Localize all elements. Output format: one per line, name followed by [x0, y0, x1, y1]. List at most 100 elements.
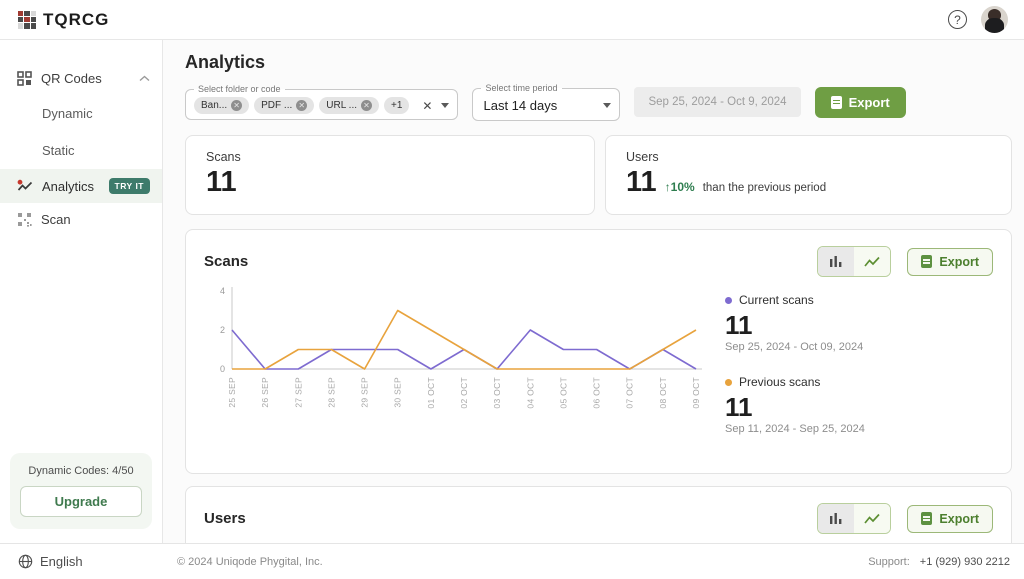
document-icon [830, 95, 842, 109]
svg-text:05 OCT: 05 OCT [558, 377, 568, 409]
chevron-up-icon[interactable] [139, 75, 150, 82]
users-chart-title: Users [204, 510, 246, 527]
scans-chart-title: Scans [204, 253, 249, 270]
sidebar-item-label: QR Codes [41, 71, 102, 86]
chip-remove-icon[interactable]: ✕ [231, 100, 243, 111]
legend-dot [725, 378, 732, 386]
scans-chart-legend: Current scans 11 Sep 25, 2024 - Oct 09, … [725, 283, 993, 457]
legend-dot [725, 296, 732, 304]
sidebar-item-qr-codes[interactable]: QR Codes [0, 62, 162, 95]
svg-text:08 OCT: 08 OCT [658, 377, 668, 409]
dynamic-codes-quota: Dynamic Codes: 4/50 [28, 465, 134, 477]
users-summary-label: Users [626, 150, 659, 164]
chip-remove-icon[interactable]: ✕ [296, 100, 308, 111]
support-info: Support: +1 (929) 930 2212 [868, 556, 1024, 568]
users-chart-card: Users Export [185, 486, 1012, 543]
main-content: Analytics Select folder or code Ban... ✕ … [163, 40, 1024, 543]
previous-scans-value: 11 [725, 392, 753, 422]
svg-text:06 OCT: 06 OCT [592, 377, 602, 409]
users-summary-card: Users 11 ↑10% than the previous period [605, 135, 1012, 215]
svg-text:4: 4 [220, 286, 225, 296]
line-chart-icon [864, 256, 881, 267]
scans-export-button[interactable]: Export [907, 247, 993, 276]
date-range-button[interactable]: Sep 25, 2024 - Oct 9, 2024 [634, 87, 801, 117]
scans-summary-card: Scans 11 [185, 135, 595, 215]
try-it-badge: TRY IT [108, 178, 150, 194]
svg-text:01 OCT: 01 OCT [426, 377, 436, 409]
svg-text:02 OCT: 02 OCT [459, 377, 469, 409]
scans-summary-label: Scans [206, 150, 241, 164]
users-summary-value: 11 [626, 166, 657, 198]
export-button[interactable]: Export [814, 86, 906, 118]
time-period-filter[interactable]: Select time period Last 14 days [472, 83, 621, 121]
page-title: Analytics [185, 52, 266, 72]
legend-previous-scans: Previous scans 11 Sep 11, 2024 - Sep 25,… [725, 375, 993, 435]
chart-type-toggle [817, 246, 892, 277]
top-bar: TQRCG ? [0, 0, 1024, 40]
support-label: Support: [868, 555, 910, 568]
upgrade-button[interactable]: Upgrade [20, 486, 142, 517]
current-scans-range: Sep 25, 2024 - Oct 09, 2024 [725, 341, 864, 353]
current-scans-value: 11 [725, 310, 753, 340]
svg-text:27 SEP: 27 SEP [293, 377, 303, 408]
users-delta-badge: ↑10% [664, 180, 695, 194]
bar-chart-toggle-button[interactable] [818, 247, 855, 276]
legend-current-scans: Current scans 11 Sep 25, 2024 - Oct 09, … [725, 293, 993, 353]
language-label: English [40, 554, 83, 569]
sidebar-item-label: Scan [41, 212, 71, 227]
top-actions: ? [948, 6, 1008, 33]
user-avatar[interactable] [981, 6, 1008, 33]
svg-text:03 OCT: 03 OCT [492, 377, 502, 409]
document-icon [921, 512, 933, 525]
logo[interactable]: TQRCG [18, 10, 109, 30]
scans-chart-card: Scans Export [185, 229, 1012, 474]
previous-scans-range: Sep 11, 2024 - Sep 25, 2024 [725, 423, 865, 435]
sidebar-nav: QR Codes Dynamic Static Analytics TRY IT… [0, 62, 162, 236]
bar-chart-icon [830, 256, 842, 267]
scans-summary-value: 11 [206, 166, 237, 198]
document-icon [921, 255, 933, 268]
filter-bar: Select folder or code Ban... ✕ PDF ... ✕ U… [185, 83, 1012, 121]
folder-chips: Ban... ✕ PDF ... ✕ URL ... ✕ +1 ✕ [194, 97, 450, 114]
svg-text:30 SEP: 30 SEP [393, 377, 403, 408]
clear-filters-icon[interactable]: ✕ [422, 98, 433, 113]
language-selector[interactable]: English [0, 554, 163, 569]
filter-chip[interactable]: PDF ... ✕ [254, 97, 315, 114]
svg-text:2: 2 [220, 325, 225, 335]
sidebar-item-scan[interactable]: Scan [0, 203, 162, 236]
chip-remove-icon[interactable]: ✕ [361, 100, 373, 111]
scans-line-chart: 0 2 4 25 SEP 26 SEP 27 SEP 28 SEP 29 SEP 30 SEP 0… [204, 283, 725, 457]
folder-filter[interactable]: Select folder or code Ban... ✕ PDF ... ✕ U… [185, 84, 459, 120]
bar-chart-toggle-button[interactable] [818, 504, 855, 533]
filter-chip-more[interactable]: +1 [384, 97, 410, 114]
bar-chart-icon [830, 513, 842, 524]
filter-chip[interactable]: Ban... ✕ [194, 97, 250, 114]
svg-text:28 SEP: 28 SEP [326, 377, 336, 408]
footer: English © 2024 Uniqode Phygital, Inc. Su… [0, 543, 1024, 579]
support-phone[interactable]: +1 (929) 930 2212 [919, 555, 1010, 568]
qr-scan-icon [18, 213, 32, 227]
qr-grid-icon [17, 71, 32, 86]
analytics-trend-icon [17, 179, 33, 191]
folder-filter-label: Select folder or code [198, 84, 281, 94]
sidebar-item-static[interactable]: Static [42, 143, 75, 158]
users-export-button[interactable]: Export [907, 504, 993, 533]
svg-text:0: 0 [220, 364, 225, 374]
sidebar-item-label: Analytics [42, 178, 95, 194]
folder-dropdown-caret-icon[interactable] [441, 103, 450, 108]
sidebar-item-analytics[interactable]: Analytics TRY IT [0, 169, 162, 203]
line-chart-toggle-button[interactable] [854, 247, 891, 276]
qr-logo-icon [18, 10, 36, 29]
period-dropdown-caret-icon[interactable] [603, 103, 612, 108]
filter-chip[interactable]: URL ... ✕ [319, 97, 380, 114]
line-chart-toggle-button[interactable] [854, 504, 891, 533]
summary-cards: Scans 11 Users 11 ↑10% than the previous… [185, 135, 1012, 215]
sidebar-item-dynamic[interactable]: Dynamic [42, 106, 93, 121]
time-period-label: Select time period [485, 83, 558, 93]
svg-text:26 SEP: 26 SEP [260, 377, 270, 408]
help-icon[interactable]: ? [948, 10, 967, 29]
logo-text: TQRCG [43, 9, 110, 29]
line-chart-icon [864, 513, 881, 524]
svg-text:29 SEP: 29 SEP [360, 377, 370, 408]
